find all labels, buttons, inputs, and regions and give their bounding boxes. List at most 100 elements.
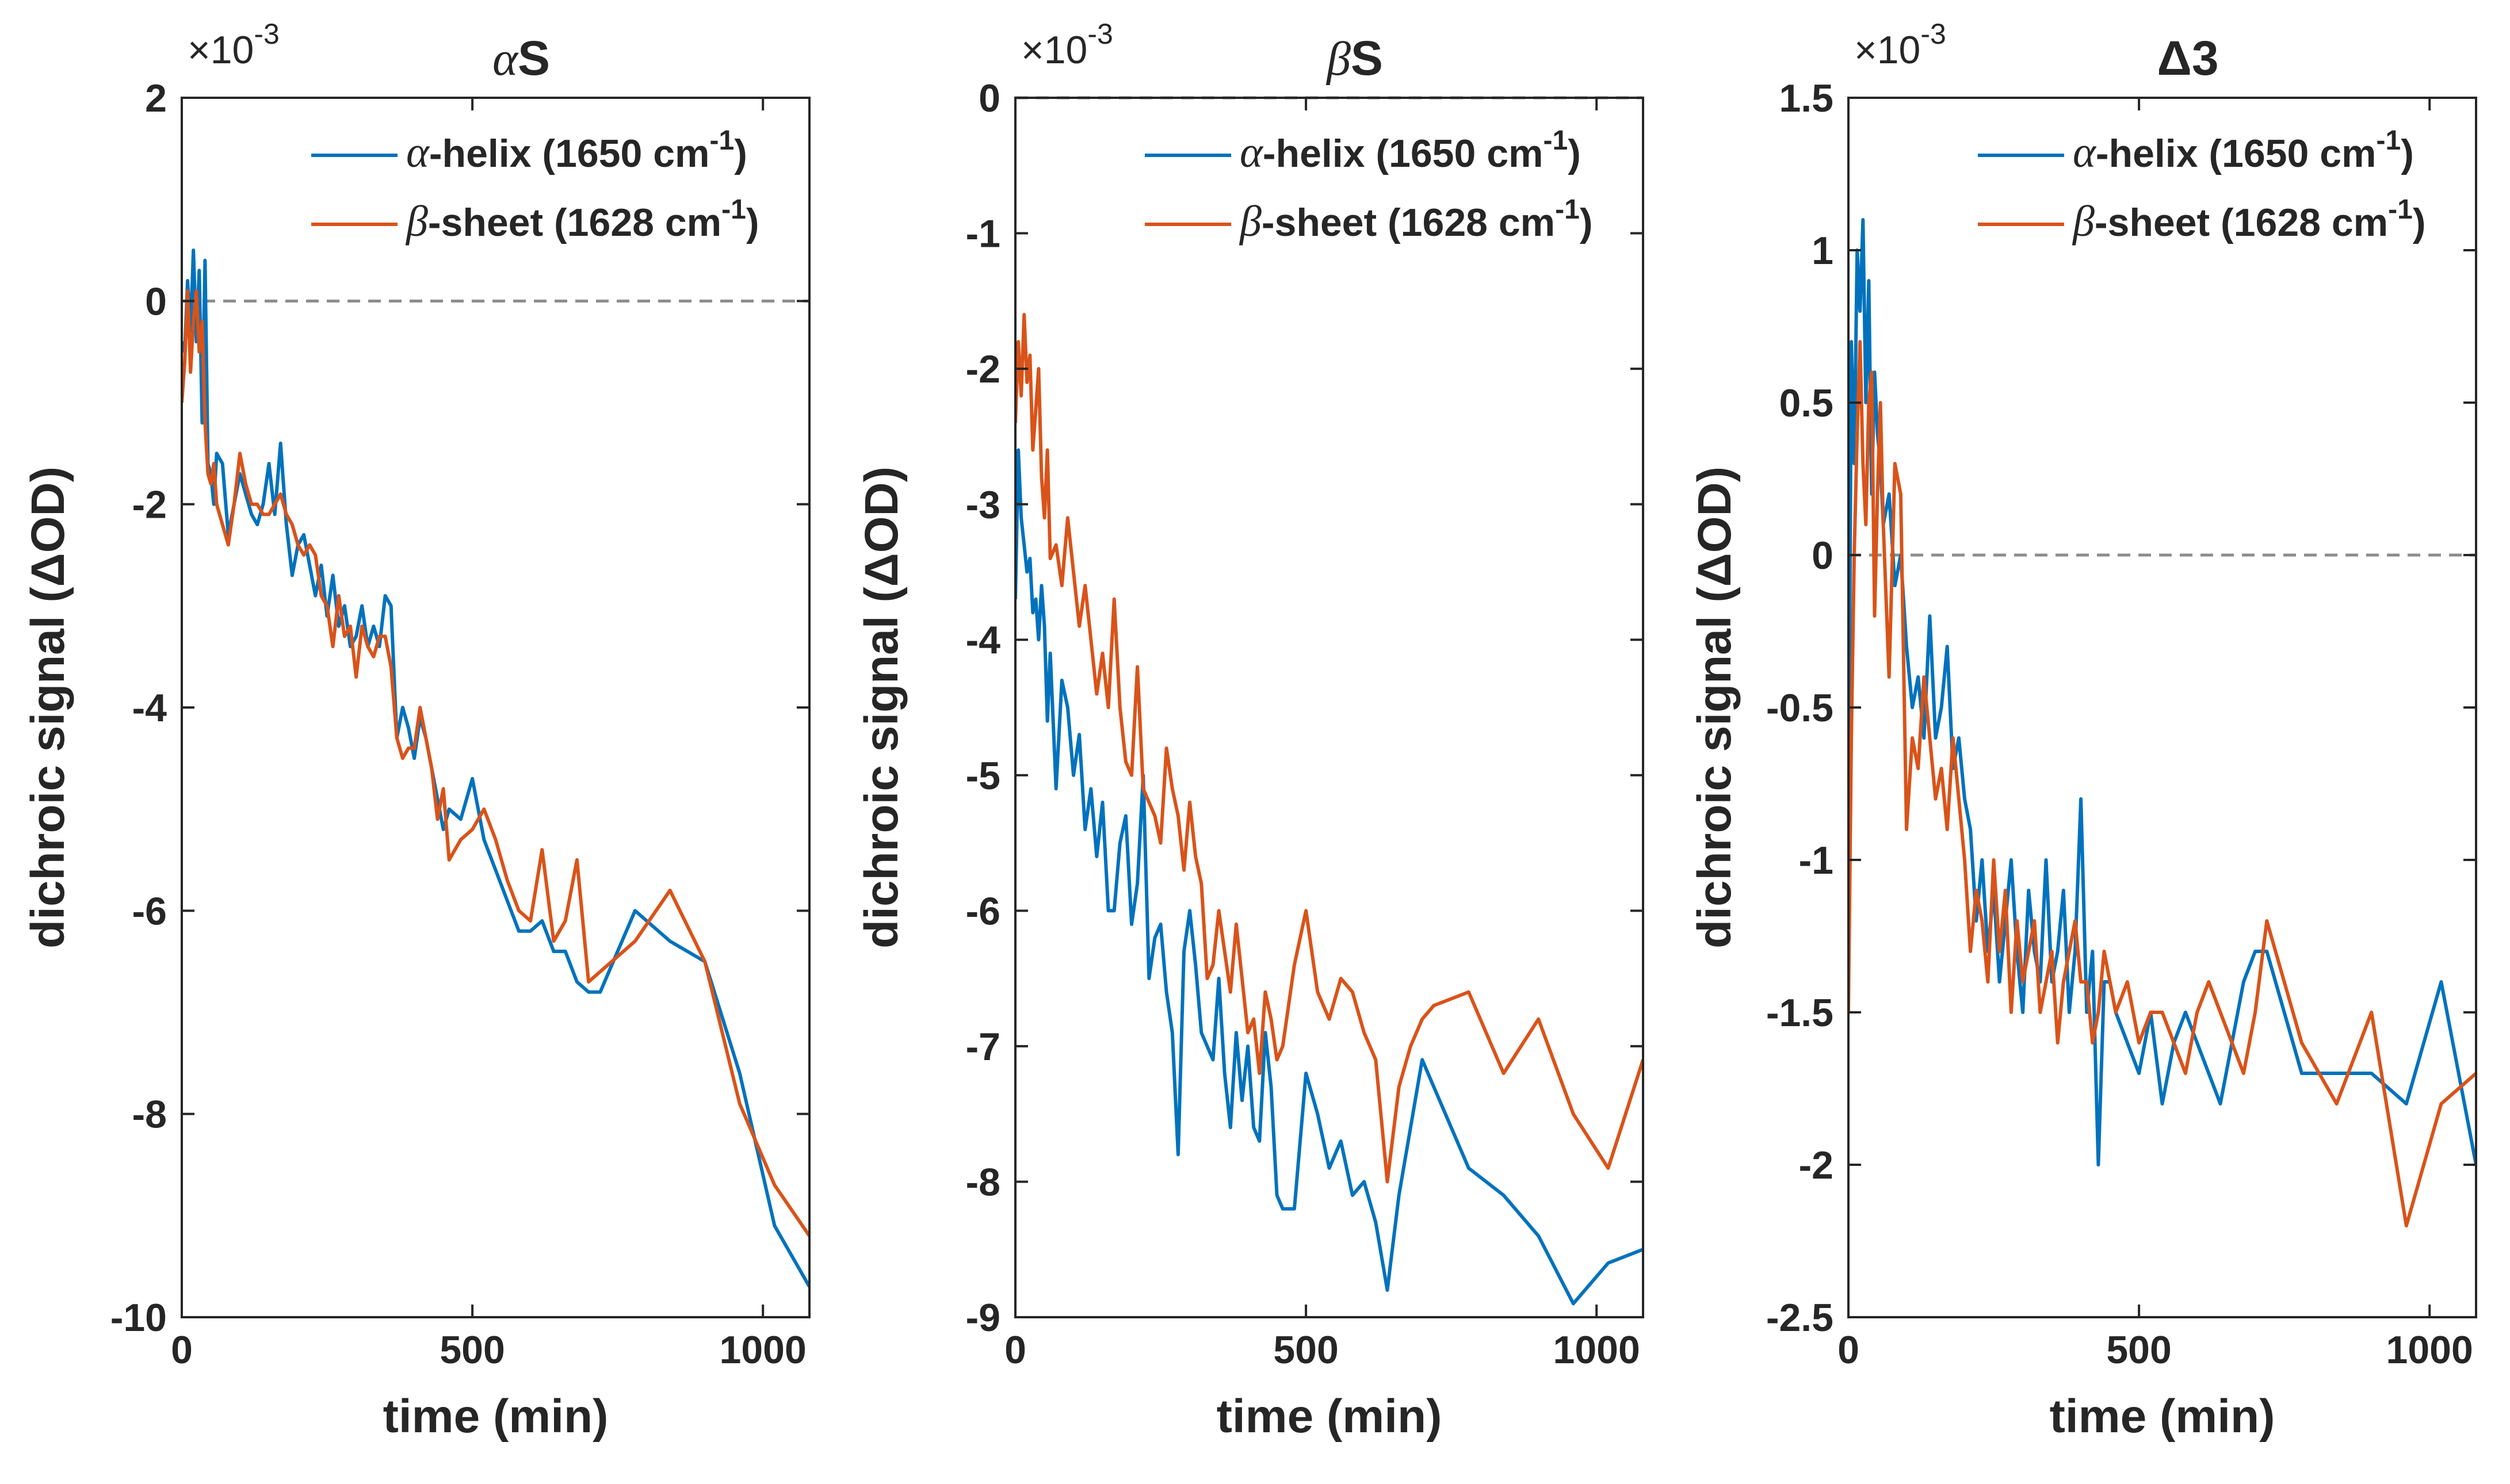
- x-tick-label: 500: [2106, 1328, 2171, 1372]
- y-tick-label: -2: [132, 483, 167, 527]
- legend-text: -sheet (1628 cm: [428, 201, 721, 244]
- series-line-beta-sheet: [1848, 340, 2476, 1227]
- axis-exponent: ×10-3: [1854, 18, 1946, 72]
- y-tick-label: -6: [132, 889, 167, 933]
- legend-close: ): [734, 132, 747, 175]
- y-tick-label: 1.5: [1779, 77, 1833, 120]
- legend-close: ): [2401, 132, 2414, 175]
- legend-text: -sheet (1628 cm: [1262, 201, 1555, 244]
- series-line-alpha-helix: [1015, 448, 1643, 1306]
- x-tick-label: 500: [1273, 1328, 1338, 1372]
- legend-label-alpha-helix: α-helix (1650 cm-1): [2073, 125, 2414, 177]
- legend-symbol: β: [2072, 197, 2095, 246]
- x-tick-label: 0: [1837, 1328, 1859, 1372]
- legend-symbol: β: [1239, 197, 1262, 246]
- legend-label-alpha-helix: α-helix (1650 cm-1): [1240, 125, 1581, 177]
- y-tick-label: -10: [110, 1296, 167, 1340]
- legend-superscript: -1: [710, 125, 735, 156]
- x-tick-label: 1000: [720, 1328, 807, 1372]
- chart-panel-2: -9 -8 -7 -6 -5 -4 -3 -2 -1 0 0 500 1000 time (min) dic…: [855, 18, 1644, 1443]
- x-tick-label: 500: [440, 1328, 505, 1372]
- legend-text: -helix (1650 cm: [429, 132, 710, 175]
- x-tick-label: 1000: [1553, 1328, 1640, 1372]
- title-symbol: Δ: [2157, 31, 2191, 85]
- y-tick-label: -1: [966, 212, 1000, 256]
- plot-frame: [1014, 97, 1644, 1318]
- y-tick-label: -1.5: [1766, 991, 1833, 1035]
- title-text: S: [1351, 31, 1383, 85]
- legend-superscript: -1: [2377, 125, 2401, 156]
- legend-label-beta-sheet: β-sheet (1628 cm-1): [1239, 194, 1592, 246]
- y-tick-label: -4: [966, 618, 1001, 662]
- axis-exponent: ×10-3: [1021, 18, 1113, 72]
- y-tick-label: 0: [979, 77, 1000, 120]
- y-tick-label: 1: [1812, 229, 1833, 273]
- legend-superscript: -1: [1555, 194, 1580, 225]
- legend-label-beta-sheet: β-sheet (1628 cm-1): [2072, 194, 2425, 246]
- legend-label-alpha-helix: α-helix (1650 cm-1): [406, 125, 747, 177]
- exponent-power: -3: [1087, 18, 1113, 50]
- title-symbol: β: [1325, 32, 1351, 86]
- chart-title: Δ3: [2157, 31, 2218, 85]
- legend-superscript: -1: [1544, 125, 1568, 156]
- y-tick-label: 0.5: [1779, 381, 1833, 425]
- legend-text: -helix (1650 cm: [1263, 132, 1544, 175]
- legend-superscript: -1: [721, 194, 746, 225]
- y-axis-label: dichroic signal (ΔOD): [855, 466, 908, 948]
- title-text: S: [518, 31, 550, 85]
- x-axis-label: time (min): [2050, 1390, 2275, 1443]
- y-tick-label: -4: [132, 686, 167, 730]
- y-tick-label: 0: [1812, 534, 1833, 577]
- series-group: [1015, 312, 1643, 1306]
- y-tick-label: -2: [1799, 1143, 1833, 1187]
- legend-superscript: -1: [2388, 194, 2413, 225]
- y-tick-label: -8: [966, 1160, 1000, 1204]
- y-tick-label: -9: [966, 1296, 1000, 1340]
- y-tick-label: -0.5: [1766, 686, 1833, 730]
- y-tick-label: -7: [966, 1025, 1000, 1069]
- x-axis-label: time (min): [383, 1390, 609, 1443]
- x-axis-label: time (min): [1217, 1390, 1442, 1443]
- y-tick-label: -1: [1799, 839, 1833, 882]
- y-axis-label: dichroic signal (ΔOD): [1688, 466, 1741, 948]
- chart-panel-3: -2.5 -2 -1.5 -1 -0.5 0 0.5 1 1.5 0 500 1000 time (mi…: [1688, 18, 2477, 1443]
- y-tick-label: -2.5: [1766, 1296, 1833, 1340]
- legend-symbol: α: [2073, 128, 2097, 177]
- title-symbol: α: [492, 32, 519, 86]
- exponent-power: -3: [1920, 18, 1946, 50]
- legend-text: -helix (1650 cm: [2096, 132, 2377, 175]
- y-tick-label: -6: [966, 889, 1000, 933]
- series-group: [1848, 218, 2476, 1227]
- exponent-power: -3: [254, 18, 279, 50]
- series-group: [182, 248, 809, 1288]
- y-tick-label: -3: [966, 483, 1000, 527]
- y-tick-label: 2: [145, 77, 167, 120]
- title-text: 3: [2192, 31, 2219, 85]
- chart-title: αS: [492, 31, 550, 86]
- x-tick-label: 0: [171, 1328, 193, 1372]
- legend-close: ): [1568, 132, 1581, 175]
- legend-close: ): [1580, 201, 1593, 244]
- axis-exponent: ×10-3: [188, 18, 280, 72]
- y-tick-label: 0: [145, 280, 167, 323]
- series-line-beta-sheet: [182, 289, 809, 1237]
- y-tick-label: -2: [966, 347, 1000, 391]
- legend-close: ): [2413, 201, 2426, 244]
- exponent-base: ×10: [1021, 28, 1087, 72]
- series-line-beta-sheet: [1015, 312, 1643, 1184]
- y-tick-label: -8: [132, 1093, 167, 1137]
- chart-title: βS: [1325, 31, 1383, 86]
- legend-text: -sheet (1628 cm: [2095, 201, 2388, 244]
- x-tick-label: 1000: [2386, 1328, 2473, 1372]
- legend-symbol: α: [406, 128, 430, 177]
- legend-label-beta-sheet: β-sheet (1628 cm-1): [405, 194, 759, 246]
- exponent-base: ×10: [1854, 28, 1920, 72]
- chart-panel-1: -10 -8 -6 -4 -2 0 2 0 500 1000 time (min) dichroic …: [22, 18, 811, 1443]
- x-tick-label: 0: [1004, 1328, 1026, 1372]
- y-axis-label: dichroic signal (ΔOD): [22, 466, 74, 948]
- y-tick-label: -5: [966, 754, 1000, 798]
- legend-close: ): [746, 201, 759, 244]
- legend-symbol: α: [1240, 128, 1264, 177]
